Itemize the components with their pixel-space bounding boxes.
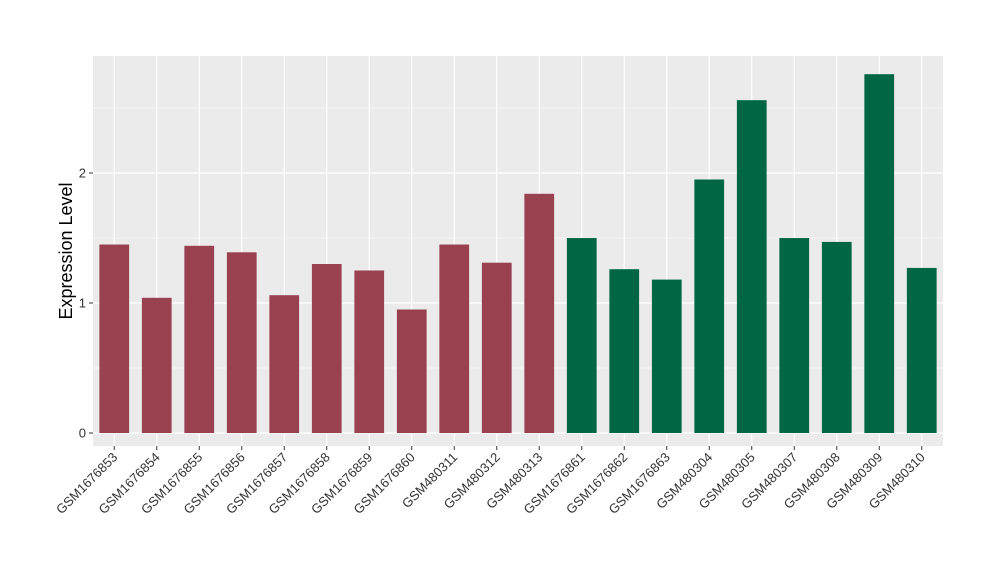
- bar-GSM1676860: [396, 309, 427, 433]
- bar-GSM1676855: [184, 245, 215, 433]
- y-tick-label: 0: [79, 426, 86, 441]
- bars: [99, 74, 937, 433]
- bar-GSM480312: [481, 262, 512, 433]
- bar-GSM1676858: [311, 264, 342, 433]
- bar-GSM1676857: [269, 295, 300, 433]
- y-axis-title: Expression Level: [56, 182, 76, 319]
- bar-GSM1676854: [141, 297, 172, 433]
- bar-GSM480307: [779, 238, 810, 433]
- bar-GSM1676861: [566, 238, 597, 433]
- plot-panel: [93, 56, 943, 446]
- y-tick-label: 2: [79, 166, 86, 181]
- x-axis: GSM1676853GSM1676854GSM1676855GSM1676856…: [53, 446, 928, 517]
- bar-GSM480310: [906, 267, 937, 433]
- bar-GSM1676859: [354, 270, 385, 433]
- y-tick-label: 1: [79, 296, 86, 311]
- bar-GSM480308: [821, 241, 852, 433]
- bar-GSM1676862: [609, 269, 640, 433]
- bar-GSM1676856: [226, 252, 257, 433]
- y-axis: 0 1 2: [79, 166, 93, 441]
- bar-GSM480305: [736, 100, 767, 433]
- bar-GSM1676863: [651, 279, 682, 433]
- bar-GSM480309: [864, 74, 895, 433]
- bar-GSM480304: [694, 179, 725, 433]
- bar-GSM480313: [524, 193, 555, 433]
- bar-GSM1676853: [99, 244, 130, 433]
- bar-GSM480311: [439, 244, 470, 433]
